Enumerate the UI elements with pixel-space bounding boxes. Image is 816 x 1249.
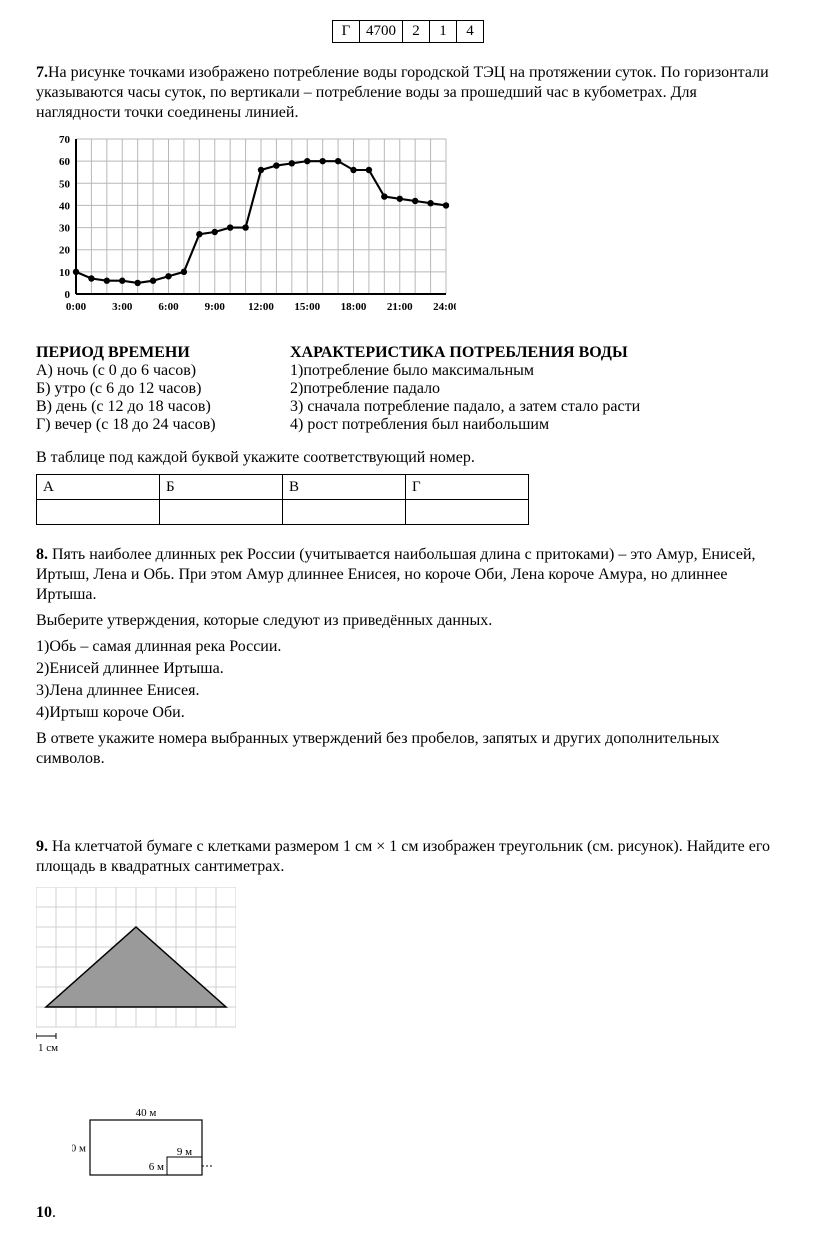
q9-body: На клетчатой бумаге с клетками размером … [36,838,770,875]
svg-text:1 см: 1 см [38,1042,58,1054]
answer-header-cell: В [283,475,406,500]
svg-text:21:00: 21:00 [387,301,413,313]
q7-body: На рисунке точками изображено потреблени… [36,64,769,121]
q8-option: 3)Лена длиннее Енисея. [36,681,780,701]
svg-text:9 м: 9 м [177,1146,192,1158]
characteristic-item: 4) рост потребления был наибольшим [290,416,640,434]
svg-text:6 м: 6 м [149,1161,164,1173]
q7-match-columns: ПЕРИОД ВРЕМЕНИ А) ночь (с 0 до 6 часов)Б… [36,344,780,434]
svg-text:9:00: 9:00 [205,301,226,313]
q7-num: 7. [36,64,48,81]
answer-input-cell[interactable] [283,500,406,525]
characteristic-item: 3) сначала потребление падало, а затем с… [290,398,640,416]
periods-list: А) ночь (с 0 до 6 часов)Б) утро (с 6 до … [36,362,266,434]
svg-text:18:00: 18:00 [341,301,367,313]
svg-text:40: 40 [59,200,71,212]
period-item: Г) вечер (с 18 до 24 часов) [36,416,266,434]
q7-chart: 0 10 20 30 40 50 60 70 0:00 3:00 6:00 9:00 12:00 15:0… [36,129,780,334]
q9-num: 9. [36,838,48,855]
characteristic-item: 2)потребление падало [290,380,640,398]
q10-num-line: 10. [36,1203,780,1223]
answer-input-cell[interactable] [406,500,529,525]
q8-p1: 8. Пять наиболее длинных рек России (учи… [36,545,780,605]
svg-text:50: 50 [59,178,71,190]
q9-text: 9. На клетчатой бумаге с клетками размер… [36,837,780,877]
q8-body1: Пять наиболее длинных рек России (учитыв… [36,546,756,603]
svg-text:3:00: 3:00 [112,301,133,313]
svg-text:30: 30 [59,223,71,235]
svg-text:40 м: 40 м [136,1107,157,1119]
q7-text: 7.На рисунке точками изображено потребле… [36,63,780,123]
q7-table-prompt: В таблице под каждой буквой укажите соот… [36,448,780,468]
svg-text:6:00: 6:00 [158,301,179,313]
q8-option: 4)Иртыш короче Оби. [36,703,780,723]
characteristics-header: ХАРАКТЕРИСТИКА ПОТРЕБЛЕНИЯ ВОДЫ [290,344,640,362]
top-box-cell: 4 [456,20,484,43]
q10-figure: 40 м 30 м 9 м 6 м [72,1102,780,1197]
q8-p3: В ответе укажите номера выбранных утверж… [36,729,780,769]
svg-text:10: 10 [59,267,71,279]
top-box-cell: 2 [402,20,430,43]
svg-text:20: 20 [59,245,71,257]
q10-num: 10 [36,1204,52,1221]
svg-text:0:00: 0:00 [66,301,87,313]
period-item: В) день (с 12 до 18 часов) [36,398,266,416]
period-item: А) ночь (с 0 до 6 часов) [36,362,266,380]
svg-text:60: 60 [59,156,71,168]
q8-num: 8. [36,546,48,563]
top-box-cell: 1 [429,20,457,43]
svg-text:15:00: 15:00 [294,301,320,313]
top-box-cell: Г [332,20,360,43]
top-answer-boxes: Г4700214 [36,20,780,43]
top-box-cell: 4700 [359,20,403,43]
answer-header-cell: А [37,475,160,500]
q8-p2: Выберите утверждения, которые следуют из… [36,611,780,631]
q8-option: 1)Обь – самая длинная река России. [36,637,780,657]
q8-options: 1)Обь – самая длинная река России.2)Енис… [36,637,780,723]
svg-text:12:00: 12:00 [248,301,274,313]
answer-header-cell: Г [406,475,529,500]
svg-text:24:00: 24:00 [433,301,456,313]
period-item: Б) утро (с 6 до 12 часов) [36,380,266,398]
q8-option: 2)Енисей длиннее Иртыша. [36,659,780,679]
characteristic-item: 1)потребление было максимальным [290,362,640,380]
svg-text:0: 0 [65,289,71,301]
periods-header: ПЕРИОД ВРЕМЕНИ [36,344,266,362]
answer-header-cell: Б [160,475,283,500]
q7-answer-table: АБВГ [36,474,529,525]
answer-input-cell[interactable] [160,500,283,525]
q9-figure: 1 см [36,887,780,1062]
characteristics-list: 1)потребление было максимальным2)потребл… [290,362,640,434]
q10-dot: . [52,1204,56,1221]
answer-input-cell[interactable] [37,500,160,525]
svg-text:70: 70 [59,134,71,146]
svg-text:30 м: 30 м [72,1143,86,1155]
